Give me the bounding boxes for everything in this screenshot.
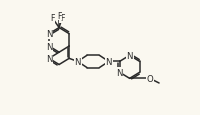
Text: F: F — [60, 14, 64, 23]
Text: N: N — [74, 57, 81, 66]
Text: N: N — [46, 54, 52, 63]
Text: F: F — [57, 12, 61, 21]
Text: N: N — [46, 30, 52, 39]
Text: N: N — [105, 57, 112, 66]
Text: N: N — [116, 68, 123, 77]
Text: O: O — [146, 74, 153, 83]
Text: N: N — [126, 51, 133, 60]
Text: N: N — [46, 42, 52, 51]
Text: F: F — [50, 14, 54, 23]
